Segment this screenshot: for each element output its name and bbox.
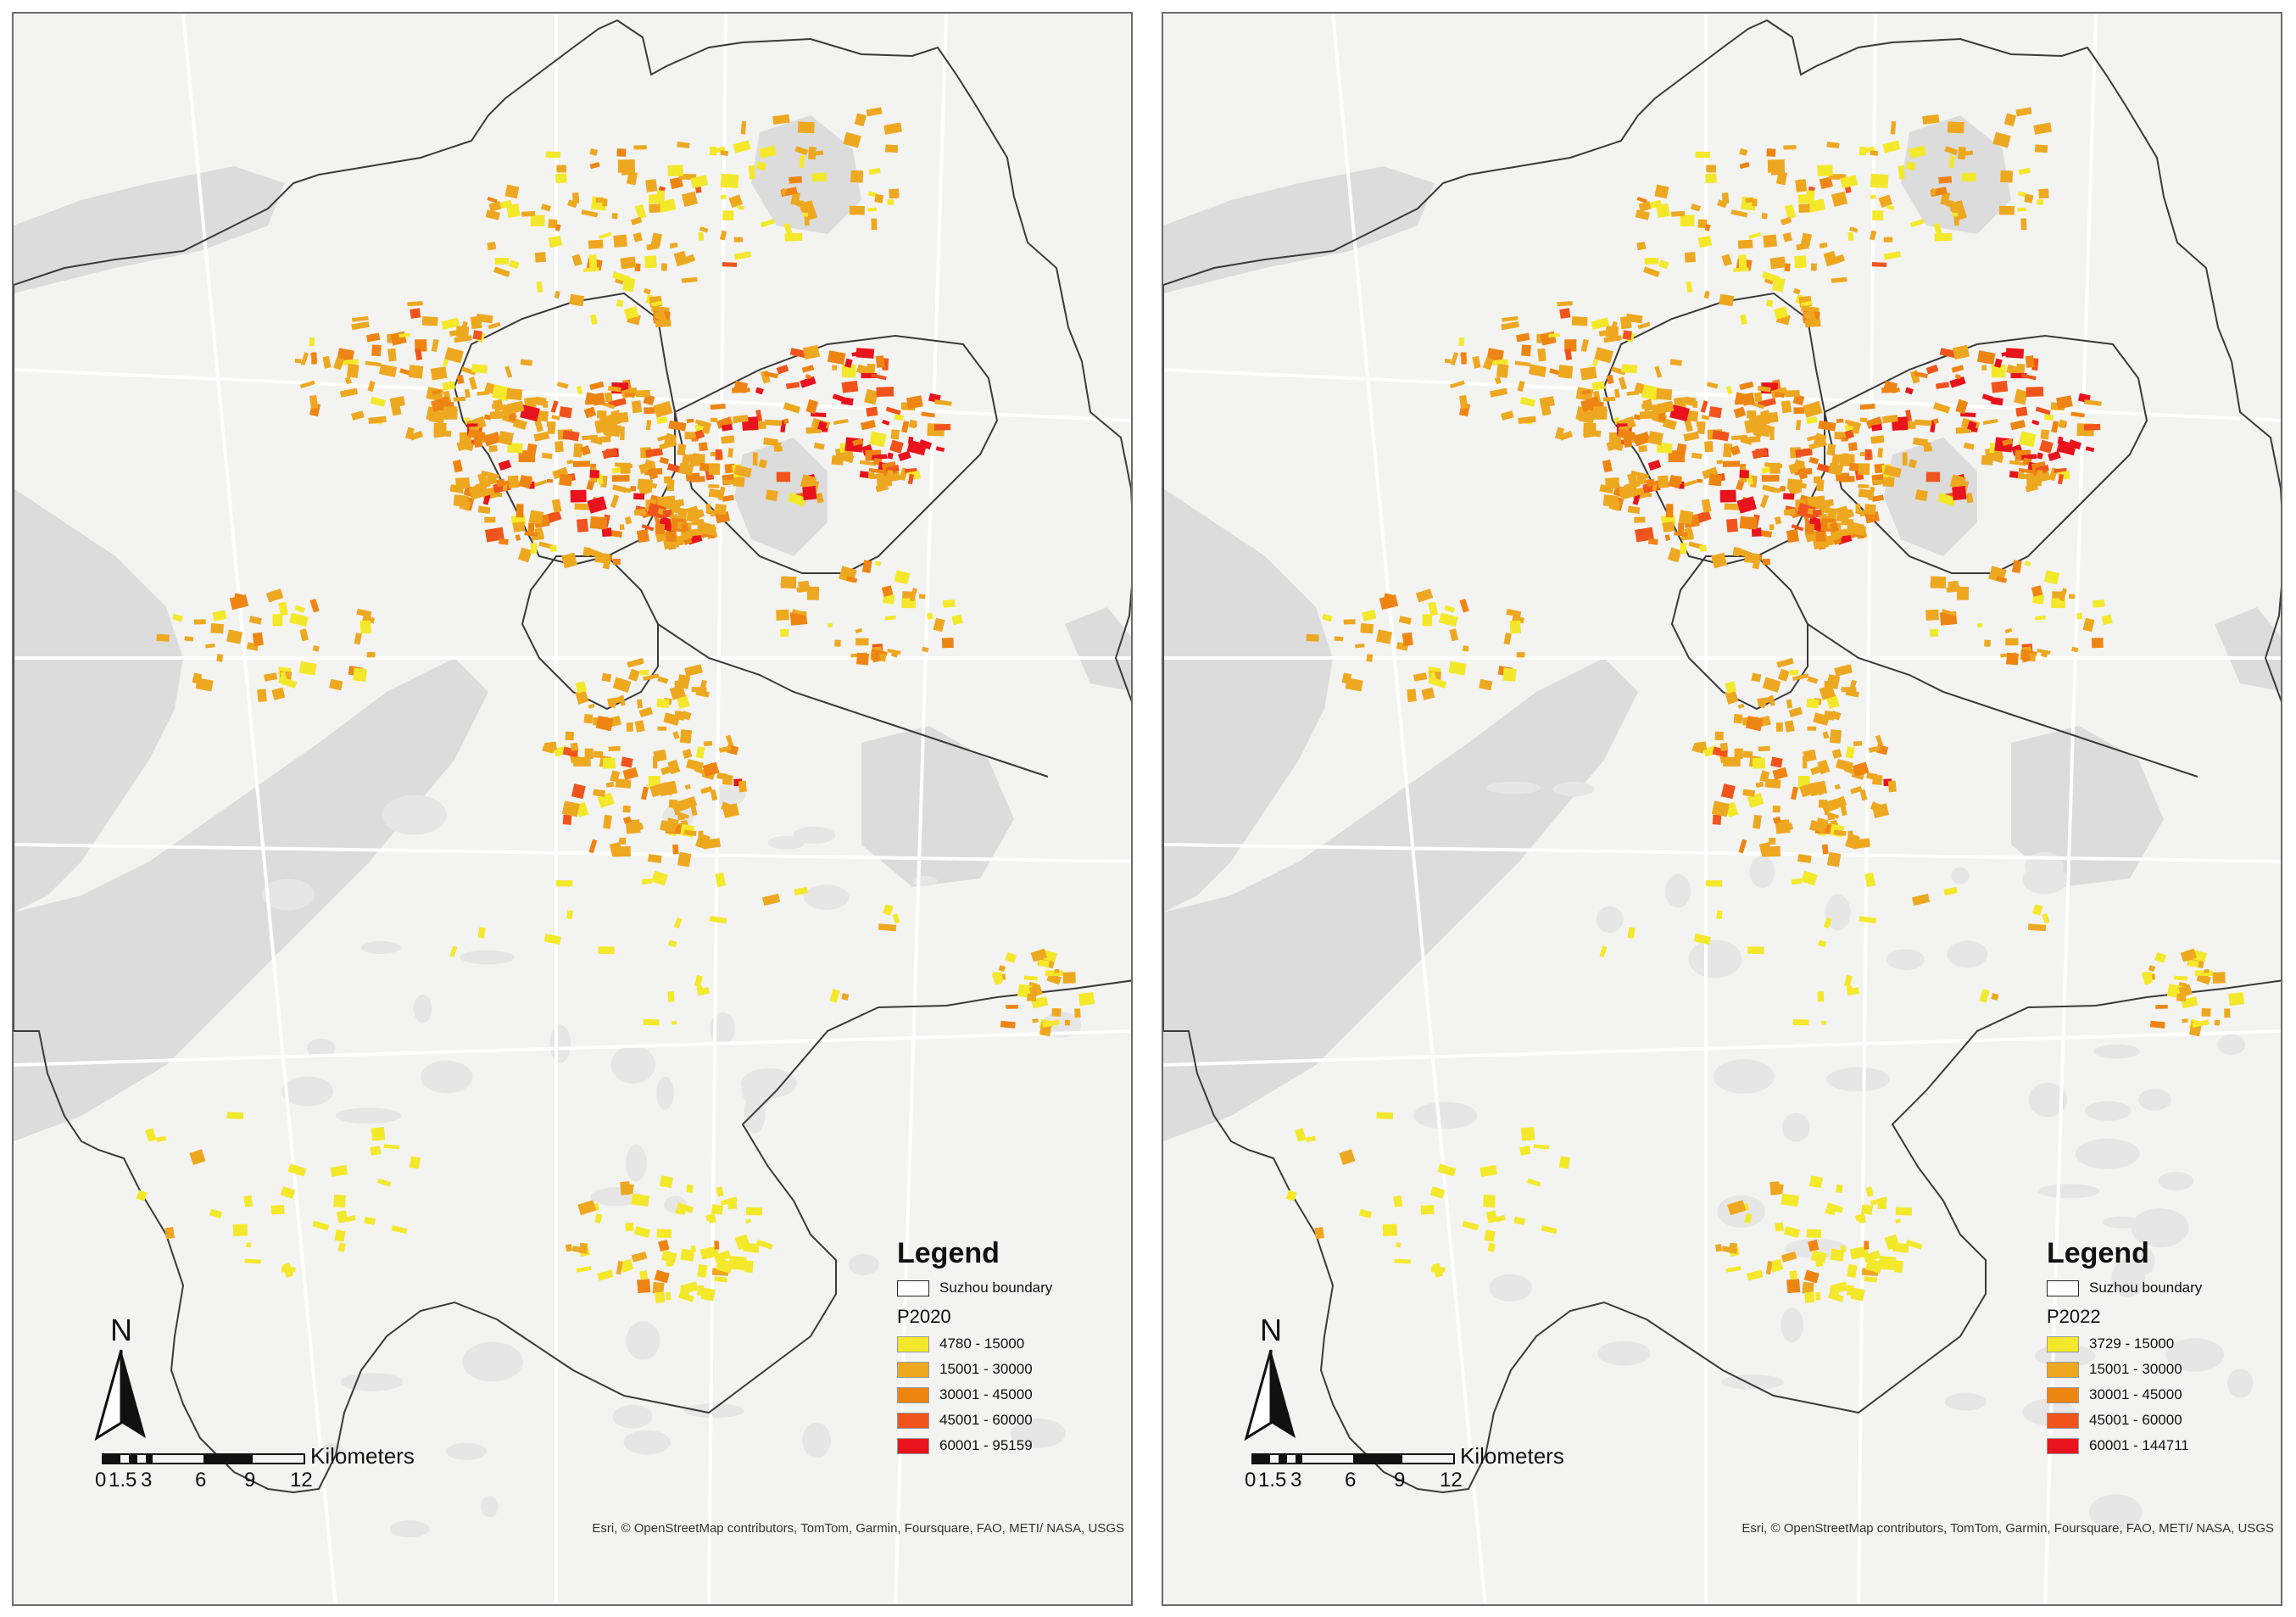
north-arrow: N	[1241, 1313, 1301, 1441]
attribution-text: Esri, © OpenStreetMap contributors, TomT…	[592, 1521, 1124, 1536]
legend-field-name: P2020	[897, 1306, 951, 1327]
legend-swatch	[897, 1335, 929, 1352]
basemap-water	[14, 115, 1131, 1538]
legend-swatch	[897, 1361, 929, 1378]
scale-tick: 1.5	[1258, 1469, 1287, 1492]
boundary-label: Suzhou boundary	[2089, 1280, 2203, 1296]
boundary-label: Suzhou boundary	[939, 1280, 1053, 1296]
legend-swatch	[897, 1437, 929, 1454]
legend-class-label: 15001 - 30000	[939, 1361, 1033, 1377]
scale-tick: 0	[1245, 1469, 1257, 1492]
legend-class-label: 45001 - 60000	[2089, 1412, 2182, 1428]
legend-class-label: 45001 - 60000	[939, 1412, 1033, 1428]
map-canvas	[14, 14, 1131, 1604]
legend-class-row: 4780 - 15000	[897, 1331, 1126, 1357]
map-panel-2020: Legend Suzhou boundary P2020 4780 - 1500…	[12, 12, 1133, 1606]
legend-class-row: 30001 - 45000	[2047, 1382, 2276, 1408]
scale-tick: 6	[1345, 1469, 1357, 1492]
scale-bar-graphic	[102, 1453, 305, 1464]
legend-field-name: P2022	[2047, 1306, 2101, 1327]
density-polygons	[136, 107, 1095, 1303]
legend-title: Legend	[897, 1237, 1000, 1269]
legend-title: Legend	[2047, 1237, 2149, 1269]
scale-bar: Kilometers 0 1.5 3 6 9 12	[95, 1443, 458, 1508]
north-label: N	[1260, 1313, 1282, 1347]
scale-tick: 6	[195, 1469, 207, 1492]
legend-class-row: 3729 - 15000	[2047, 1331, 2276, 1357]
legend-class-label: 30001 - 45000	[2089, 1386, 2182, 1402]
legend-class-label: 60001 - 95159	[939, 1437, 1033, 1453]
boundary-swatch	[2047, 1280, 2079, 1296]
legend-class-row: 60001 - 144711	[2047, 1433, 2276, 1458]
legend-swatch	[897, 1386, 929, 1403]
legend-class-row: 30001 - 45000	[897, 1382, 1126, 1408]
legend-class-label: 15001 - 30000	[2089, 1361, 2182, 1377]
north-label: N	[110, 1313, 132, 1347]
legend-swatch	[2047, 1361, 2079, 1378]
legend: Legend Suzhou boundary P2020 4780 - 1500…	[897, 1236, 1126, 1458]
suzhou-boundary	[1163, 19, 2281, 1494]
legend-swatch	[2047, 1437, 2079, 1454]
north-arrow-icon	[1244, 1349, 1296, 1441]
map-canvas	[1163, 14, 2281, 1604]
legend: Legend Suzhou boundary P2022 3729 - 1500…	[2047, 1236, 2276, 1458]
scale-tick: 12	[290, 1469, 313, 1492]
legend-class-row: 45001 - 60000	[2047, 1408, 2276, 1433]
scale-tick: 3	[141, 1469, 153, 1492]
scale-unit: Kilometers	[1460, 1443, 1564, 1469]
legend-boundary-row: Suzhou boundary	[2047, 1275, 2276, 1301]
legend-class-row: 15001 - 30000	[897, 1357, 1126, 1382]
legend-classes: 4780 - 15000 15001 - 30000 30001 - 45000 45…	[897, 1331, 1126, 1458]
scale-tick: 12	[1440, 1469, 1463, 1492]
scale-bar-graphic	[1251, 1453, 1455, 1464]
legend-swatch	[2047, 1412, 2079, 1429]
scale-bar: Kilometers 0 1.5 3 6 9 12	[1245, 1443, 1608, 1508]
legend-swatch	[897, 1412, 929, 1429]
north-arrow: N	[92, 1313, 151, 1441]
north-arrow-icon	[94, 1349, 146, 1441]
legend-class-label: 60001 - 144711	[2089, 1437, 2189, 1453]
legend-class-label: 30001 - 45000	[939, 1386, 1033, 1402]
scale-tick: 1.5	[109, 1469, 137, 1492]
scale-tick: 9	[244, 1469, 256, 1492]
boundary-swatch	[897, 1280, 929, 1296]
scale-unit: Kilometers	[310, 1443, 415, 1469]
legend-class-row: 15001 - 30000	[2047, 1357, 2276, 1382]
attribution-text: Esri, © OpenStreetMap contributors, TomT…	[1742, 1521, 2274, 1536]
legend-class-label: 3729 - 15000	[2089, 1335, 2175, 1352]
legend-class-row: 60001 - 95159	[897, 1433, 1126, 1458]
density-polygons	[1285, 107, 2245, 1303]
scale-tick: 0	[95, 1469, 107, 1492]
basemap-roads	[14, 14, 1131, 1604]
legend-class-label: 4780 - 15000	[939, 1335, 1025, 1352]
suzhou-boundary	[14, 19, 1131, 1494]
map-panel-2022: Legend Suzhou boundary P2022 3729 - 1500…	[1162, 12, 2282, 1606]
scale-tick: 9	[1394, 1469, 1406, 1492]
legend-swatch	[2047, 1386, 2079, 1403]
legend-boundary-row: Suzhou boundary	[897, 1275, 1126, 1301]
legend-swatch	[2047, 1335, 2079, 1352]
legend-classes: 3729 - 15000 15001 - 30000 30001 - 45000 45…	[2047, 1331, 2276, 1458]
scale-tick: 3	[1290, 1469, 1302, 1492]
legend-class-row: 45001 - 60000	[897, 1408, 1126, 1433]
